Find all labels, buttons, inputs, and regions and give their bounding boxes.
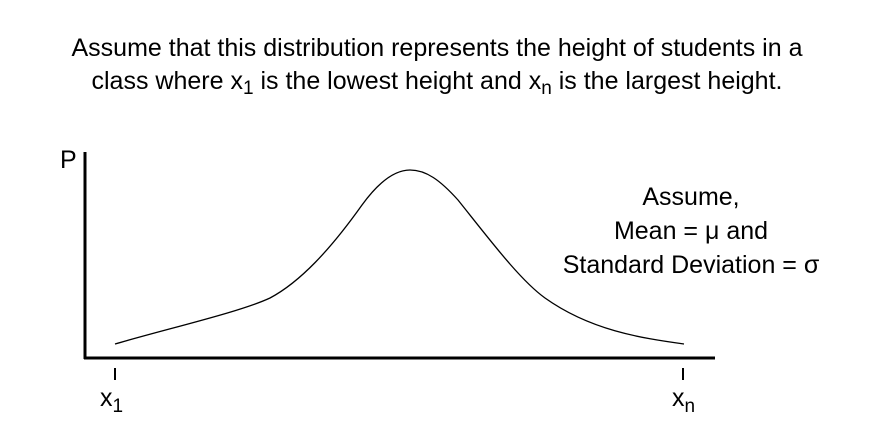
caption-text-b: is the lowest height and x [253,67,542,95]
note-line-3: Standard Deviation = σ [562,251,820,279]
caption-line-1: Assume that this distribution represents… [71,34,803,62]
xn-label-subscript: n [684,396,696,417]
note-line-2: Mean = μ and [613,217,769,245]
caption-line-2: class where x1 is the lowest height and … [0,65,874,98]
note-line-1: Assume, [642,183,740,211]
distribution-curve [114,169,685,345]
caption-subscript-1: 1 [242,78,254,99]
x1-label-text: x [100,384,113,412]
x1-label-subscript: 1 [112,396,124,417]
xn-label-text: x [672,384,685,412]
caption-text-c: is the largest height. [551,67,783,95]
xn-label: xn [672,384,695,416]
caption-subscript-n: n [541,78,552,99]
assumption-note: Assume, Mean = μ and Standard Deviation … [540,180,842,282]
y-axis-label: P [60,146,77,174]
caption-text-a: class where x [91,67,243,95]
caption: Assume that this distribution represents… [0,32,874,98]
x1-label: x1 [100,384,123,416]
